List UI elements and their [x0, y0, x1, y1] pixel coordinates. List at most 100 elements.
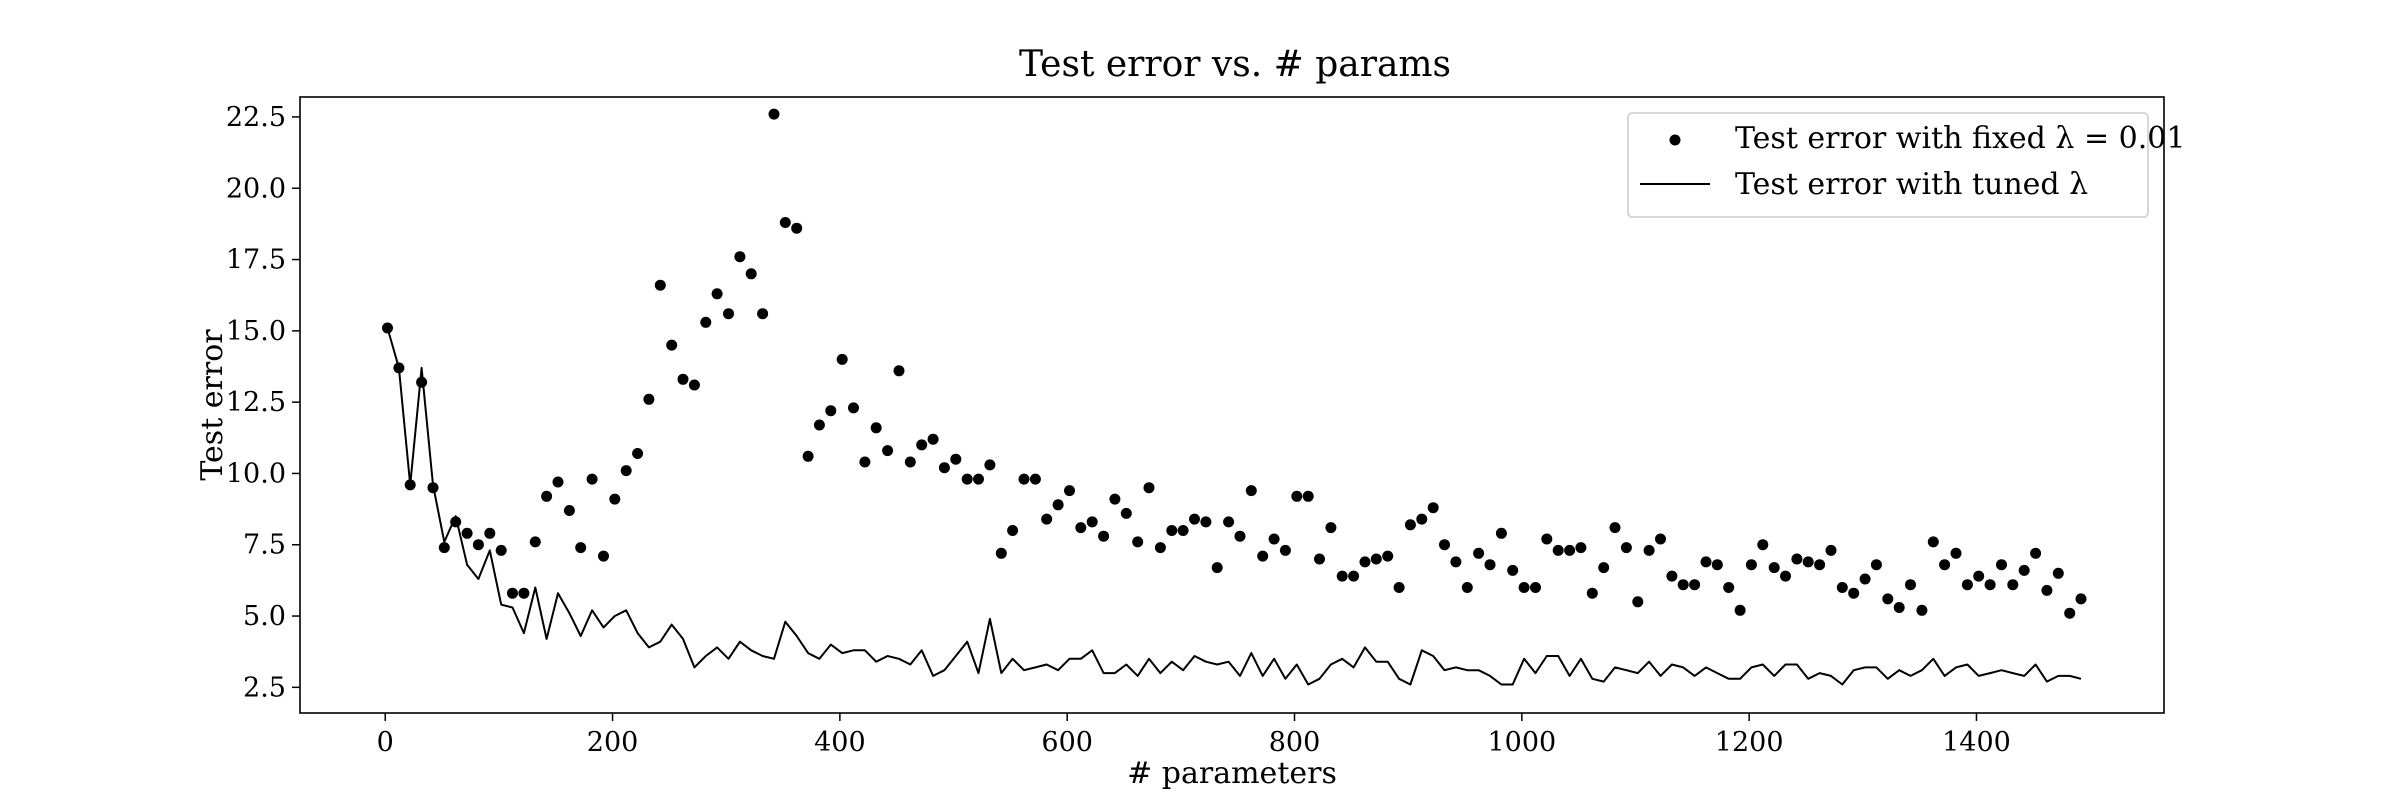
scatter-point — [1450, 556, 1462, 568]
legend-box — [1627, 112, 2149, 218]
scatter-point — [1530, 582, 1541, 593]
scatter-point — [1586, 587, 1598, 599]
scatter-point — [927, 433, 939, 445]
scatter-point — [1643, 544, 1655, 556]
legend-label-tuned: Test error with tuned λ — [1735, 167, 2088, 202]
scatter-point — [1166, 525, 1178, 536]
x-tick-label: 1400 — [1942, 727, 2011, 758]
scatter-point — [1768, 562, 1780, 574]
scatter-point — [2007, 579, 2019, 591]
scatter-point — [1905, 579, 1916, 591]
scatter-point — [859, 456, 871, 468]
scatter-point — [1734, 604, 1746, 616]
y-tick-label: 7.5 — [243, 530, 286, 561]
scatter-point — [643, 393, 655, 405]
scatter-point — [1518, 582, 1530, 593]
scatter-point — [1882, 593, 1894, 605]
scatter-point — [450, 516, 462, 528]
scatter-point — [2018, 564, 2030, 576]
y-tick-label: 15.0 — [226, 316, 286, 347]
scatter-point — [677, 373, 689, 385]
scatter-point — [1325, 522, 1337, 534]
scatter-point — [1018, 473, 1030, 485]
scatter-point — [495, 544, 507, 556]
scatter-point — [518, 587, 530, 599]
scatter-point — [552, 476, 564, 488]
scatter-point — [1075, 522, 1087, 534]
scatter-point — [1370, 553, 1382, 565]
scatter-point — [1802, 556, 1814, 568]
scatter-point — [848, 402, 859, 414]
scatter-point — [427, 482, 439, 494]
scatter-point — [1461, 582, 1473, 593]
scatter-point — [1291, 490, 1303, 502]
scatter-point — [1552, 544, 1564, 556]
scatter-point — [813, 419, 825, 431]
scatter-point — [1893, 602, 1905, 613]
scatter-point — [1473, 547, 1485, 559]
scatter-point — [711, 288, 723, 300]
scatter-point — [1836, 582, 1848, 593]
scatter-point — [1575, 542, 1587, 554]
scatter-point — [1086, 516, 1098, 528]
y-axis-label: Test error — [195, 329, 230, 481]
scatter-point — [1666, 570, 1678, 582]
scatter-point — [416, 376, 428, 388]
y-tick-label: 12.5 — [226, 387, 286, 418]
scatter-point — [1041, 513, 1053, 525]
y-axis: 2.5 5.0 7.5 10.0 12.5 15.0 17.5 20.0 22.5 — [226, 102, 300, 703]
scatter-point — [973, 473, 984, 485]
scatter-point — [1848, 587, 1860, 599]
x-tick-label: 1000 — [1487, 727, 1556, 758]
x-tick-label: 600 — [1041, 727, 1093, 758]
scatter-point — [1677, 579, 1689, 591]
scatter-point — [1711, 559, 1723, 571]
scatter-point — [768, 108, 780, 120]
scatter-point — [1223, 516, 1235, 528]
scatter-point — [1870, 559, 1882, 571]
x-axis-label: # parameters — [1127, 756, 1337, 791]
scatter-point — [688, 379, 700, 391]
scatter-point — [1825, 544, 1837, 556]
scatter-point — [1268, 533, 1280, 545]
scatter-point — [1609, 522, 1621, 534]
scatter-point — [1359, 556, 1371, 568]
scatter-point — [1439, 539, 1450, 551]
scatter-point — [984, 459, 996, 471]
legend-marker-dot — [1669, 134, 1681, 146]
scatter-point — [1257, 550, 1269, 562]
scatter-point — [1745, 559, 1757, 571]
scatter-point — [1950, 547, 1962, 559]
scatter-point — [1393, 582, 1405, 593]
scatter-point — [734, 251, 746, 263]
y-tick-label: 22.5 — [226, 102, 286, 133]
x-tick-label: 0 — [377, 727, 394, 758]
scatter-point — [1348, 570, 1360, 582]
scatter-point — [404, 479, 416, 491]
y-tick-label: 10.0 — [226, 458, 286, 489]
scatter-point — [529, 536, 541, 548]
scatter-point — [1064, 485, 1075, 497]
y-tick-label: 5.0 — [243, 601, 286, 632]
scatter-point — [461, 527, 473, 539]
legend: Test error with fixed λ = 0.01 Test erro… — [1627, 112, 2185, 218]
scatter-point — [484, 527, 496, 539]
scatter-point — [1632, 596, 1644, 608]
scatter-point — [632, 448, 644, 459]
x-tick-label: 200 — [587, 727, 639, 758]
scatter-point — [563, 505, 575, 516]
scatter-point — [1109, 493, 1121, 505]
scatter-point — [620, 465, 632, 477]
scatter-point — [2030, 547, 2042, 559]
scatter-point — [1120, 507, 1132, 519]
scatter-point — [1211, 562, 1223, 574]
scatter-point — [1814, 559, 1826, 571]
scatter-point — [836, 353, 848, 365]
scatter-point — [1996, 559, 2007, 571]
scatter-point — [779, 217, 791, 228]
scatter-point — [825, 405, 837, 417]
scatter-point — [382, 322, 393, 334]
scatter-point — [507, 587, 518, 599]
scatter-point — [1007, 525, 1019, 536]
scatter-point — [1416, 513, 1428, 525]
